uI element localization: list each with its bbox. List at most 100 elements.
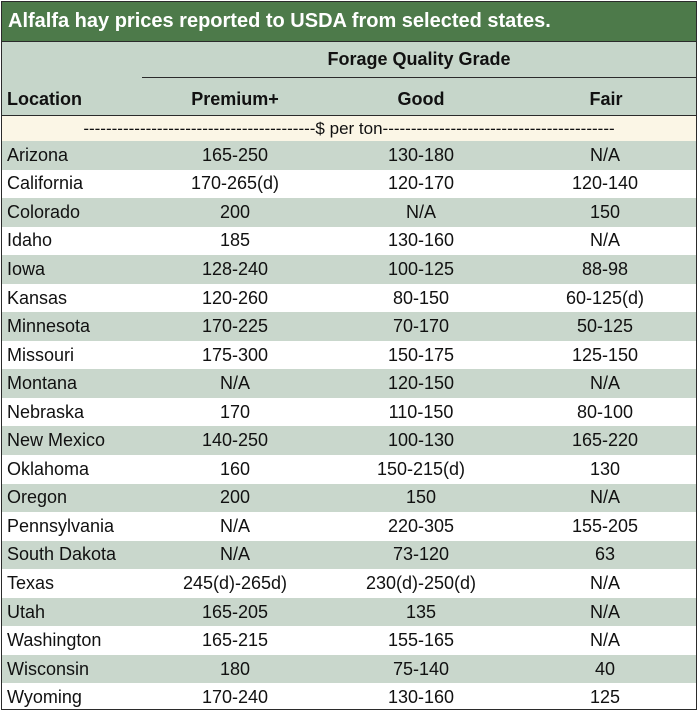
header-divider [142, 77, 696, 78]
good-price-cell: 150 [328, 483, 514, 513]
location-column-header: Location [7, 89, 82, 109]
fair-price-cell: 88-98 [514, 255, 696, 284]
table-row: Oregon 200 150 N/A [2, 483, 696, 513]
good-price-cell: 130-180 [328, 141, 514, 170]
fair-price-cell: 125-150 [514, 340, 696, 370]
location-cell: Texas [2, 569, 142, 598]
premium-price-cell: 200 [142, 198, 328, 227]
location-cell: South Dakota [2, 540, 142, 570]
premium-price-cell: 245(d)-265d) [142, 569, 328, 598]
forage-quality-grade-label: Forage Quality Grade [327, 49, 511, 69]
fair-price-cell: 50-125 [514, 312, 696, 341]
fair-price-cell: N/A [514, 597, 696, 627]
good-price-cell: 150-215(d) [328, 455, 514, 484]
table-row: Oklahoma 160 150-215(d) 130 [2, 455, 696, 484]
table-row: Arizona 165-250 130-180 N/A [2, 141, 696, 170]
table-row: California 170-265(d) 120-170 120-140 [2, 169, 696, 199]
location-cell: Minnesota [2, 312, 142, 341]
premium-price-cell: 185 [142, 226, 328, 256]
location-cell: Montana [2, 369, 142, 398]
good-price-cell: 135 [328, 597, 514, 627]
table-row: Utah 165-205 135 N/A [2, 597, 696, 627]
table-row: Wyoming 170-240 130-160 125 [2, 683, 696, 709]
good-column-header: Good [397, 89, 445, 109]
location-cell: Idaho [2, 226, 142, 256]
table-row: South Dakota N/A 73-120 63 [2, 540, 696, 570]
good-price-cell: 130-160 [328, 683, 514, 709]
premium-price-cell: N/A [142, 512, 328, 541]
premium-price-cell: 140-250 [142, 426, 328, 456]
table-row: Wisconsin 180 75-140 40 [2, 654, 696, 684]
fair-price-cell: 155-205 [514, 512, 696, 541]
fair-price-cell: N/A [514, 626, 696, 655]
good-price-cell: 75-140 [328, 654, 514, 684]
table-row: Minnesota 170-225 70-170 50-125 [2, 312, 696, 341]
table-row: New Mexico 140-250 100-130 165-220 [2, 426, 696, 456]
premium-price-cell: 175-300 [142, 340, 328, 370]
premium-price-cell: 170-240 [142, 683, 328, 709]
fair-column-header: Fair [589, 89, 623, 109]
fair-price-cell: 80-100 [514, 397, 696, 427]
fair-price-cell: N/A [514, 141, 696, 170]
location-cell: Oregon [2, 483, 142, 513]
fair-price-cell: N/A [514, 483, 696, 513]
good-price-cell: 100-125 [328, 255, 514, 284]
fair-price-cell: 125 [514, 683, 696, 709]
good-price-cell: N/A [328, 198, 514, 227]
location-cell: Wisconsin [2, 654, 142, 684]
fair-price-cell: 130 [514, 455, 696, 484]
fair-price-cell: N/A [514, 226, 696, 256]
table-body: Arizona 165-250 130-180 N/A California 170-26… [2, 141, 696, 709]
good-price-cell: 220-305 [328, 512, 514, 541]
location-cell: Oklahoma [2, 455, 142, 484]
table-row: Montana N/A 120-150 N/A [2, 369, 696, 398]
premium-price-cell: 165-205 [142, 597, 328, 627]
table-row: Pennsylvania N/A 220-305 155-205 [2, 512, 696, 541]
premium-price-cell: 180 [142, 654, 328, 684]
premium-price-cell: 200 [142, 483, 328, 513]
unit-row: ----------------------------------------… [2, 116, 696, 141]
location-cell: Pennsylvania [2, 512, 142, 541]
location-cell: Washington [2, 626, 142, 655]
premium-price-cell: N/A [142, 369, 328, 398]
premium-price-cell: 170-225 [142, 312, 328, 341]
table-row: Colorado 200 N/A 150 [2, 198, 696, 227]
good-price-cell: 130-160 [328, 226, 514, 256]
fair-price-cell: 165-220 [514, 426, 696, 456]
table-row: Missouri 175-300 150-175 125-150 [2, 340, 696, 370]
location-cell: Nebraska [2, 397, 142, 427]
premium-price-cell: 165-215 [142, 626, 328, 655]
premium-price-cell: 170-265(d) [142, 169, 328, 199]
premium-price-cell: 120-260 [142, 283, 328, 313]
location-cell: Missouri [2, 340, 142, 370]
location-cell: New Mexico [2, 426, 142, 456]
fair-price-cell: 150 [514, 198, 696, 227]
fair-price-cell: 63 [514, 540, 696, 570]
good-price-cell: 100-130 [328, 426, 514, 456]
fair-price-cell: N/A [514, 369, 696, 398]
good-price-cell: 73-120 [328, 540, 514, 570]
location-cell: Colorado [2, 198, 142, 227]
location-cell: California [2, 169, 142, 199]
premium-price-cell: 160 [142, 455, 328, 484]
fair-price-cell: N/A [514, 569, 696, 598]
good-price-cell: 80-150 [328, 283, 514, 313]
table-row: Idaho 185 130-160 N/A [2, 226, 696, 256]
fair-price-cell: 60-125(d) [514, 283, 696, 313]
table-row: Nebraska 170 110-150 80-100 [2, 397, 696, 427]
premium-price-cell: 170 [142, 397, 328, 427]
table-title: Alfalfa hay prices reported to USDA from… [2, 2, 696, 41]
premium-price-cell: 128-240 [142, 255, 328, 284]
location-cell: Iowa [2, 255, 142, 284]
fair-price-cell: 120-140 [514, 169, 696, 199]
table-row: Washington 165-215 155-165 N/A [2, 626, 696, 655]
location-cell: Utah [2, 597, 142, 627]
good-price-cell: 120-170 [328, 169, 514, 199]
good-price-cell: 120-150 [328, 369, 514, 398]
premium-price-cell: N/A [142, 540, 328, 570]
fair-price-cell: 40 [514, 654, 696, 684]
location-cell: Arizona [2, 141, 142, 170]
good-price-cell: 230(d)-250(d) [328, 569, 514, 598]
location-cell: Kansas [2, 283, 142, 313]
